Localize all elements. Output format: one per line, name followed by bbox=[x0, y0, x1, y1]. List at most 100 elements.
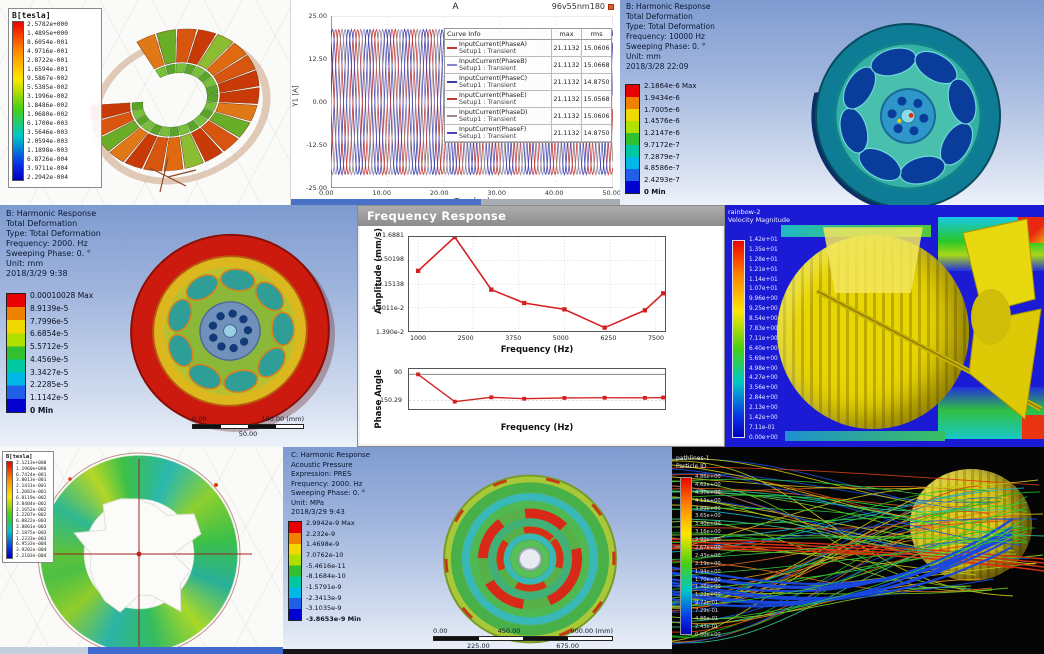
phase-tick-min: -150.29 bbox=[377, 397, 402, 404]
legend-value: 1.07e+01 bbox=[749, 286, 778, 293]
series-max: 21.1132 bbox=[551, 108, 581, 124]
phase-tick-90: 90 bbox=[393, 369, 402, 376]
legend-value: 7.2879e-7 bbox=[644, 152, 680, 161]
series-rms: 14.8750 bbox=[581, 125, 611, 141]
legend-values: 1.42e+01 1.35e+01 1.28e+01 1.21e+01 1.14e+01… bbox=[749, 237, 778, 441]
legend-values: 2.5782e+000 1.4895e+000 8.6054e-001 4.9716e… bbox=[27, 21, 68, 181]
scale-label: 450.00 bbox=[497, 627, 521, 635]
x-tick: 1000 bbox=[410, 335, 427, 342]
legend-value: -3.8653e-9 Min bbox=[306, 614, 361, 623]
panel-pathlines: pathlines-1 Particle ID 4.86e+00 4.62e+00 4… bbox=[672, 447, 1044, 654]
series-rms: 15.0606 bbox=[581, 40, 611, 56]
window-edge-strip bbox=[291, 199, 620, 205]
legend-value: 2.8722e-001 bbox=[27, 57, 68, 64]
x-tick: 3750 bbox=[505, 335, 522, 342]
legend-value: 6.9533e-004 bbox=[16, 542, 47, 548]
ruler-bar bbox=[192, 424, 304, 429]
legend-value: 5.5712e-5 bbox=[30, 342, 69, 352]
legend-title-line: Particle ID bbox=[676, 463, 707, 470]
x-ticks: 0.00 10.00 20.00 30.00 40.00 50.00 bbox=[319, 189, 620, 197]
legend-value: 2.1864e-6 Max bbox=[644, 82, 697, 90]
series-max: 21.1132 bbox=[551, 57, 581, 73]
legend-values: 2.1864e-6 Max 1.9434e-6 1.7005e-6 1.4576e-6… bbox=[644, 82, 696, 196]
y-tick: 0.00 bbox=[312, 98, 327, 106]
series-swatch bbox=[447, 81, 457, 83]
x-axis-label: Frequency (Hz) bbox=[500, 345, 574, 355]
y-tick: 12.50 bbox=[308, 55, 327, 63]
legend-value: 2.2103e-004 bbox=[16, 554, 47, 559]
colorbar bbox=[288, 521, 302, 621]
legend-value: 1.1960e+000 bbox=[16, 466, 47, 472]
frequency-response-window: Frequency Response Amplitude (mm/s) 1.68… bbox=[357, 205, 725, 447]
x-tick: 6250 bbox=[600, 335, 617, 342]
field-legend: B[tesla] 2.1213e+000 1.1960e+000 6.7424e-0… bbox=[2, 451, 54, 563]
legend-value: 9.7172e-7 bbox=[644, 140, 680, 149]
legend-value: 6.8726e-004 bbox=[27, 156, 68, 163]
series-rms: 14.8750 bbox=[581, 74, 611, 90]
header-line: Sweeping Phase: 0. ° bbox=[626, 42, 706, 51]
y-tick: 0.50198 bbox=[377, 256, 404, 264]
legend-values: 4.86e+00 4.62e+00 4.37e+00 4.13e+00 3.89e+00… bbox=[695, 474, 721, 638]
scale-max: 100.00 (mm) bbox=[261, 415, 304, 423]
series-swatch bbox=[447, 132, 457, 134]
x-ticks: 1000 2500 3750 5000 6250 7500 bbox=[408, 335, 666, 342]
header-line: Frequency: 10000 Hz bbox=[626, 32, 705, 41]
legend-value: 6.40e+00 bbox=[749, 345, 778, 352]
plot-title: A bbox=[452, 2, 459, 12]
legend-value: 6.8822e-003 bbox=[16, 519, 47, 525]
legend-value: 0 Min bbox=[644, 187, 666, 196]
amplitude-chart bbox=[408, 236, 666, 332]
panel-maxwell-ring: B[tesla] 2.1213e+000 1.1960e+000 6.7424e-0… bbox=[0, 447, 283, 654]
series-swatch bbox=[447, 47, 457, 49]
legend-title-line: Velocity Magnitude bbox=[728, 216, 791, 224]
legend-value: 3.9711e-004 bbox=[27, 165, 68, 172]
header-line: Unit: mm bbox=[6, 259, 44, 268]
result-legend: 2.9942e-9 Max 2.232e-9 1.4698e-9 7.0762e-10… bbox=[288, 519, 361, 623]
panel-harmonic-wheel-top: B: Harmonic Response Total Deformation Typ… bbox=[620, 0, 1044, 205]
legend-value: 2.1431e-001 bbox=[16, 484, 47, 490]
design-label: 96v55nm180 bbox=[551, 2, 605, 11]
header-line: Sweeping Phase: 0. ° bbox=[291, 489, 366, 497]
legend-value: 0.00e+00 bbox=[749, 434, 778, 441]
legend-value: 3.1996e-002 bbox=[27, 93, 68, 100]
series-name: InputCurrent(PhaseC) bbox=[459, 75, 528, 82]
legend-value: 2.84e+00 bbox=[749, 395, 778, 402]
legend-value: 1.1898e-003 bbox=[27, 147, 68, 154]
result-header: C: Harmonic Response Acoustic Pressure Exp… bbox=[291, 451, 370, 518]
legend-value: 1.2082e-001 bbox=[16, 490, 47, 496]
x-tick: 7500 bbox=[647, 335, 664, 342]
series-name: InputCurrent(PhaseD) bbox=[459, 109, 528, 116]
legend-value: 0.00010028 Max bbox=[30, 291, 94, 300]
series-swatch bbox=[447, 64, 457, 66]
series-name: InputCurrent(PhaseB) bbox=[459, 58, 527, 65]
legend-value: 3.5646e-003 bbox=[27, 129, 68, 136]
panel-acoustic-disc: C: Harmonic Response Acoustic Pressure Exp… bbox=[283, 447, 672, 654]
legend-value: 8.9139e-5 bbox=[30, 303, 69, 313]
legend-value: 6.6854e-5 bbox=[30, 329, 69, 339]
legend-value: 7.0762e-10 bbox=[306, 550, 344, 559]
legend-value: 1.4576e-6 bbox=[644, 117, 680, 126]
legend-value: 0.00e+00 bbox=[695, 631, 721, 638]
window-titlebar: Frequency Response bbox=[358, 206, 724, 226]
legend-value: 3.89e+00 bbox=[695, 505, 721, 512]
legend-value: 7.83e+00 bbox=[749, 326, 778, 333]
ruler-labels-top: 0.00 450.00 900.00 (mm) bbox=[433, 627, 613, 635]
y-tick: 0.15138 bbox=[377, 280, 404, 288]
legend-value: -1.5791e-9 bbox=[306, 582, 342, 591]
result-legend: 0.00010028 Max 8.9139e-5 7.7996e-5 6.6854e-… bbox=[6, 291, 93, 415]
legend-value: 1.42e+01 bbox=[749, 237, 778, 243]
legend-title: B[tesla] bbox=[12, 11, 51, 20]
series-setup: Setup1 : Transient bbox=[459, 99, 517, 106]
series-max: 21.1132 bbox=[551, 40, 581, 56]
legend-value: 0 Min bbox=[30, 405, 54, 415]
legend-values: 0.00010028 Max 8.9139e-5 7.7996e-5 6.6854e-… bbox=[30, 291, 93, 415]
y-tick: 1.390e-2 bbox=[375, 329, 404, 336]
ruler-bar bbox=[433, 636, 613, 641]
legend-value: 1.4895e+000 bbox=[27, 30, 68, 37]
deformation-wheel bbox=[811, 22, 1001, 205]
legend-value: -5.4616e-11 bbox=[306, 561, 346, 570]
legend-value: 3.40e+00 bbox=[695, 521, 721, 528]
legend-value: 4.86e-01 bbox=[695, 616, 719, 623]
header-line: C: Harmonic Response bbox=[291, 451, 370, 459]
